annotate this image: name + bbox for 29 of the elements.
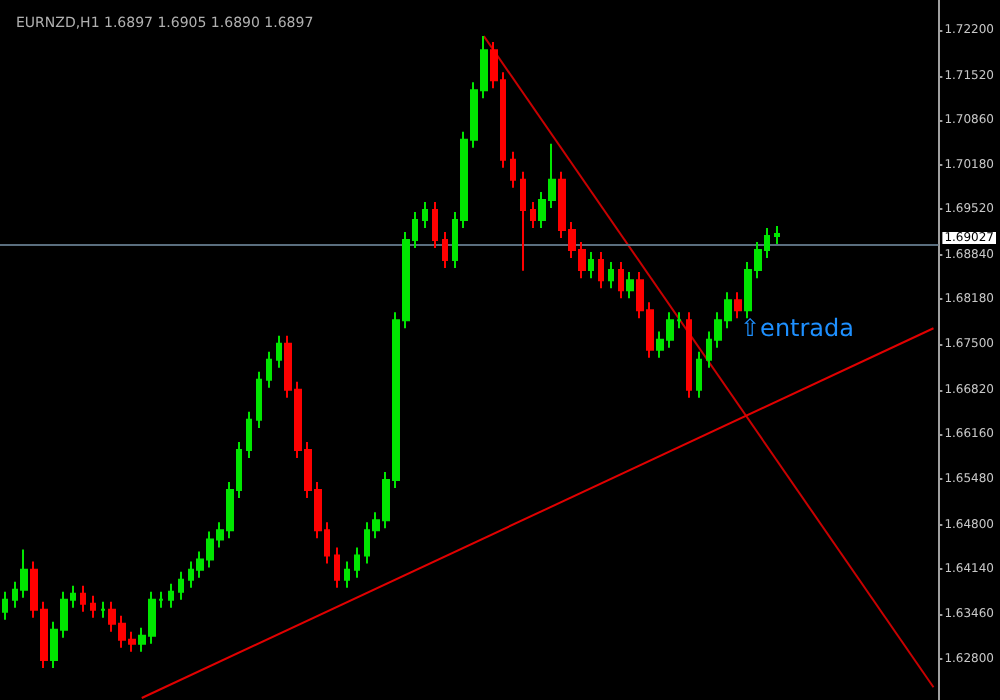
candlestick [530, 200, 536, 229]
candlestick [334, 546, 340, 589]
candlestick [618, 261, 624, 300]
candlestick [266, 350, 272, 389]
candlestick [168, 582, 174, 609]
candlestick [178, 570, 184, 601]
candlestick [588, 251, 594, 280]
candlestick [696, 350, 702, 399]
candlestick [2, 590, 8, 621]
candlestick [90, 594, 96, 619]
candlestick [442, 231, 448, 270]
candlestick [598, 251, 604, 290]
candlestick [422, 200, 428, 229]
candlestick [256, 370, 262, 429]
candlestick [510, 150, 516, 189]
candlestick [246, 410, 252, 459]
candlestick [344, 560, 350, 589]
candlestick [686, 311, 692, 399]
candlestick [520, 170, 526, 272]
candlestick [276, 334, 282, 369]
candlestick [354, 546, 360, 579]
candlestick [608, 261, 614, 290]
candlestick [80, 584, 86, 613]
candlestick [626, 271, 634, 300]
candlestick [100, 600, 106, 619]
annotation: ⇧entrada [740, 314, 855, 342]
candlestick [432, 200, 438, 250]
candlestick [774, 224, 780, 246]
candlestick [734, 291, 742, 320]
